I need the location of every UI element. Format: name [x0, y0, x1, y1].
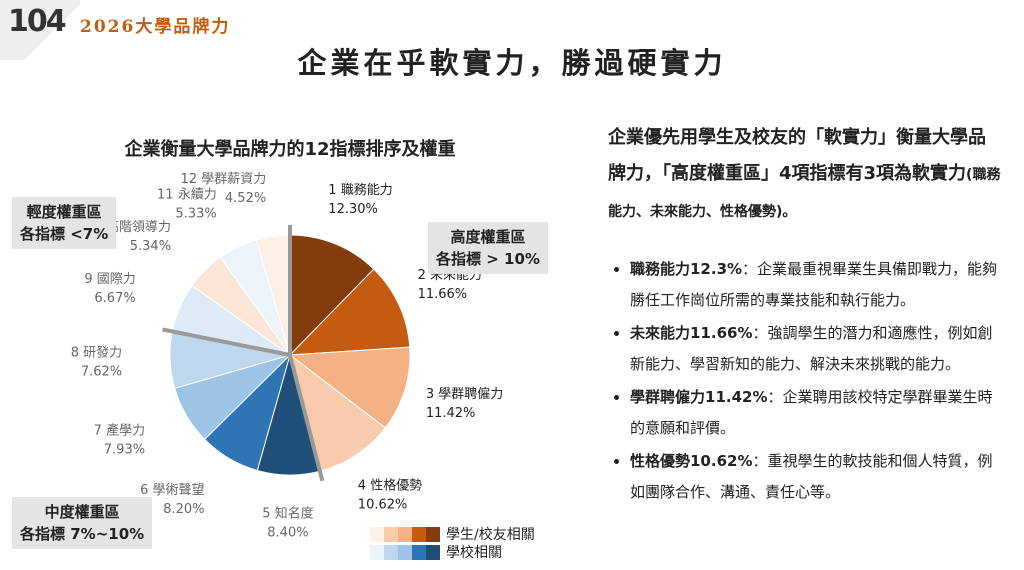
brand: 2026大學品牌力	[80, 17, 231, 37]
zone-box: 輕度權重區各指標 <7%	[12, 197, 117, 249]
value-label: 4.52%	[225, 191, 266, 206]
zone-name: 輕度權重區	[26, 203, 102, 221]
legend-swatch	[412, 545, 426, 560]
legend-swatch	[398, 545, 412, 560]
bullet-text: ：重視學生的軟技能和個人特質，例如團隊合作、溝通、責任心等。	[630, 452, 993, 501]
slice-label: 11 永續力	[157, 187, 217, 202]
heading-text: 企業優先用學生及校友的「軟實力」衡量大學品牌力，「高度權重區」4項指標有3項為軟…	[608, 127, 986, 184]
legend-swatch	[384, 545, 398, 560]
value-label: 8.40%	[267, 525, 308, 540]
legend-label: 學校相關	[446, 544, 502, 561]
bullet-text: ：企業最重視畢業生具備即戰力，能夠勝任工作崗位所需的專業技能和執行能力。	[630, 260, 998, 309]
pie-slice	[288, 268, 411, 356]
slice-label: 4 性格優勢	[358, 478, 422, 494]
bullet-key: 未來能力11.66%	[630, 324, 753, 342]
zone-divider	[288, 354, 325, 482]
bullet-text: ：企業聘用該校特定學群畢業生時的意願和評價。	[630, 388, 993, 437]
summary: 企業優先用學生及校友的「軟實力」衡量大學品牌力，「高度權重區」4項指標有3項為軟…	[608, 120, 1003, 510]
zone-divider	[162, 327, 291, 357]
value-label: 7.93%	[104, 442, 145, 457]
value-label: 10.62%	[358, 498, 408, 513]
zone-range: 各指標 > 10%	[436, 250, 540, 268]
legend-swatch	[370, 527, 384, 542]
zone-box: 中度權重區各指標 7%~10%	[12, 497, 153, 549]
legend-swatch	[426, 527, 440, 542]
legend-swatch	[384, 527, 398, 542]
zone-name: 中度權重區	[44, 503, 120, 521]
value-label: 8.20%	[163, 502, 204, 517]
zone-box: 高度權重區各指標 > 10%	[428, 222, 548, 274]
slice-label: 6 學術聲望	[140, 482, 204, 498]
bullet-key: 性格優勢10.62%	[630, 452, 753, 470]
logo: 104	[8, 4, 67, 39]
slice-label: 7 產學力	[94, 422, 145, 438]
bullet: 性格優勢10.62%：重視學生的軟技能和個人特質，例如團隊合作、溝通、責任心等。	[630, 446, 1003, 508]
value-label: 5.34%	[130, 239, 171, 254]
bullet: 職務能力12.3%：企業最重視畢業生具備即戰力，能夠勝任工作崗位所需的專業技能和…	[630, 254, 1003, 316]
zone-name: 高度權重區	[450, 228, 526, 246]
pie-slice	[289, 234, 375, 357]
title: 企業在乎軟實力，勝過硬實力	[297, 46, 727, 80]
pie-slice	[288, 346, 411, 429]
chart-title: 企業衡量大學品牌力的12指標排序及權重	[124, 139, 456, 160]
slice-label: 8 研發力	[71, 346, 122, 361]
logo-bg	[0, 0, 80, 60]
value-label: 6.67%	[94, 291, 135, 306]
value-label: 12.30%	[328, 202, 378, 217]
value-label: 5.33%	[175, 206, 216, 221]
slice-label: 3 學群聘僱力	[426, 386, 503, 402]
legend-label: 學生/校友相關	[446, 526, 535, 543]
heading-note: (職務能力、未來能力、性格優勢)。	[608, 167, 1001, 220]
chart: 1 職務能力12.30%2 未來能力11.66%3 學群聘僱力11.42%4 性…	[71, 172, 535, 561]
summary-heading: 企業優先用學生及校友的「軟實力」衡量大學品牌力，「高度權重區」4項指標有3項為軟…	[608, 120, 1003, 230]
legend-swatch	[370, 545, 384, 560]
slice-label: 12 學群薪資力	[181, 172, 267, 187]
bullet-key: 職務能力12.3%	[630, 260, 743, 278]
value-label: 11.66%	[418, 287, 468, 302]
legend-swatch	[426, 545, 440, 560]
bullet-key: 學群聘僱力11.42%	[630, 388, 768, 406]
slice-label: 1 職務能力	[328, 183, 392, 198]
value-label: 11.42%	[426, 406, 476, 421]
bullet-list: 職務能力12.3%：企業最重視畢業生具備即戰力，能夠勝任工作崗位所需的專業技能和…	[608, 254, 1003, 508]
bullet: 未來能力11.66%：強調學生的潛力和適應性，例如創新能力、學習新知的能力、解決…	[630, 318, 1003, 380]
legend-swatch	[398, 527, 412, 542]
zone-range: 各指標 7%~10%	[20, 525, 145, 543]
slice-label: 9 國際力	[84, 272, 135, 287]
zone-range: 各指標 <7%	[20, 225, 109, 243]
value-label: 7.62%	[81, 365, 122, 380]
bullet-text: ：強調學生的潛力和適應性，例如創新能力、學習新知的能力、解決未來挑戰的能力。	[630, 324, 993, 373]
bullet: 學群聘僱力11.42%：企業聘用該校特定學群畢業生時的意願和評價。	[630, 382, 1003, 444]
legend-swatch	[412, 527, 426, 542]
slice-label: 5 知名度	[262, 505, 313, 521]
